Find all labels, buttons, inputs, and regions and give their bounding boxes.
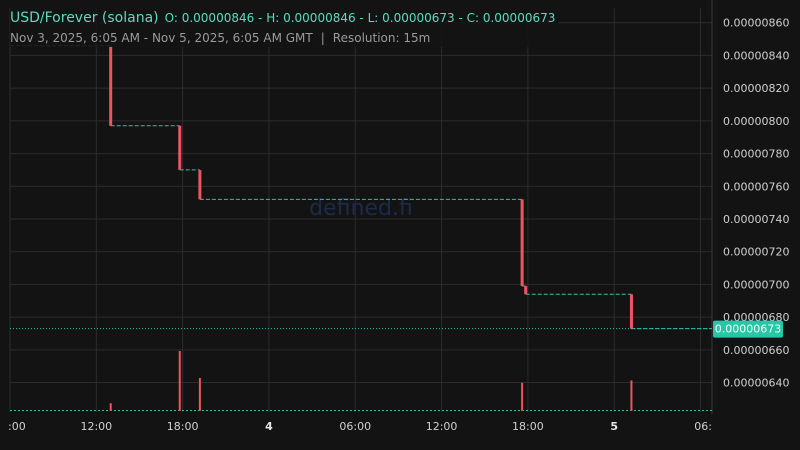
- ohlc-values: O: 0.00000846 - H: 0.00000846 - L: 0.000…: [164, 11, 556, 25]
- candle: [109, 45, 113, 126]
- x-tick-label: 12:00: [80, 420, 112, 433]
- y-tick-label: 0.00000840: [723, 49, 789, 62]
- volume-bar: [521, 382, 524, 411]
- separator: |: [320, 31, 325, 45]
- x-tick-label: 12:00: [426, 420, 458, 433]
- x-tick-label: 5: [610, 420, 618, 433]
- x-tick-label: 18:00: [512, 420, 544, 433]
- y-tick-label: 0.00000760: [723, 180, 789, 193]
- y-tick-label: 0.00000640: [723, 377, 789, 390]
- candle: [178, 125, 182, 170]
- x-tick-label: :00: [8, 420, 26, 433]
- volume-bar: [630, 380, 633, 411]
- y-tick-label: 0.00000860: [723, 17, 789, 30]
- volume-bar: [198, 378, 201, 411]
- y-tick-label: 0.00000660: [723, 344, 789, 357]
- y-tick-label: 0.00000740: [723, 213, 789, 226]
- resolution-label: Resolution: 15m: [332, 31, 431, 45]
- chart-header: USD/Forever (solana) O: 0.00000846 - H: …: [10, 8, 560, 47]
- candle: [629, 294, 633, 329]
- y-tick-label: 0.00000700: [723, 278, 789, 291]
- x-tick-label: 06:: [694, 420, 712, 433]
- pair-title: USD/Forever (solana): [10, 10, 159, 26]
- watermark: defined.fi: [309, 196, 413, 221]
- candle: [524, 286, 528, 295]
- y-tick-label: 0.00000820: [723, 82, 789, 95]
- candle: [198, 169, 202, 200]
- candle: [520, 199, 524, 287]
- volume-bar: [109, 403, 112, 411]
- y-tick-label: 0.00000800: [723, 115, 789, 128]
- x-tick-label: 18:00: [167, 420, 199, 433]
- last-price-badge: [713, 320, 783, 338]
- y-tick-label: 0.00000780: [723, 148, 789, 161]
- last-price-label: 0.00000673: [715, 323, 781, 336]
- x-tick-label: 06:00: [339, 420, 371, 433]
- volume-bar: [178, 351, 181, 411]
- y-tick-label: 0.00000720: [723, 246, 789, 259]
- date-range: Nov 3, 2025, 6:05 AM - Nov 5, 2025, 6:05…: [10, 31, 313, 45]
- x-tick-label: 4: [265, 420, 273, 433]
